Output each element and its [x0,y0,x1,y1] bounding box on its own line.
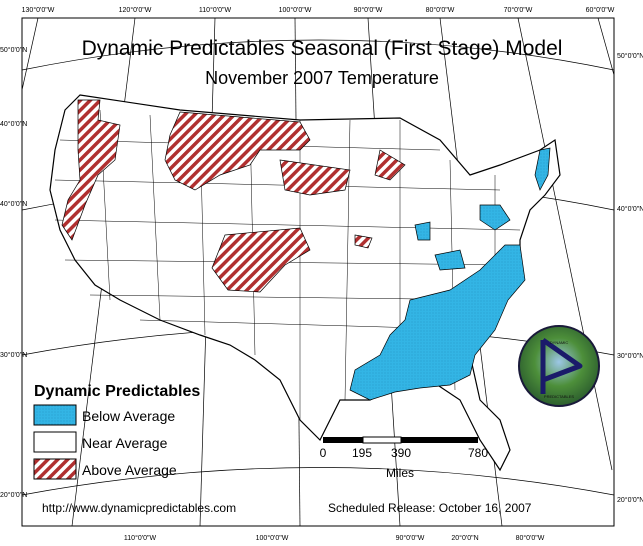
dynamic-predictables-logo: DYNAMIC PREDICTABLES [518,325,600,407]
logo-p-icon [540,337,583,394]
top-tick-label: 80°0'0"W [426,6,455,14]
right-tick-label: 30°0'0"N [617,352,643,360]
bottom-tick-label: 110°0'0"W [124,534,157,542]
globe-icon [518,325,600,407]
release-date: Scheduled Release: October 16, 2007 [328,501,532,515]
legend-label-near: Near Average [82,435,168,451]
right-tick-labels: 50°0'0"N 40°0'0"N 30°0'0"N 20°0'0"N [617,52,643,504]
left-tick-label: 40°0'0"N [0,200,27,208]
legend-label-above: Above Average [82,462,177,478]
scale-label: 780 [468,446,488,460]
footer-url[interactable]: http://www.dynamicpredictables.com [42,501,236,515]
scale-segment [323,437,363,443]
bottom-tick-label: 90°0'0"W [396,534,425,542]
left-tick-label: 40°0'0"N [0,120,27,128]
map-title: Dynamic Predictables Seasonal (First Sta… [82,37,563,60]
scale-label: 195 [352,446,372,460]
right-tick-label: 50°0'0"N [617,52,643,60]
bottom-tick-label: 20°0'0"N [451,534,478,542]
top-tick-labels: 130°0'0"W 120°0'0"W 110°0'0"W 100°0'0"W … [22,6,615,14]
legend: Dynamic Predictables Below Average Near … [33,383,200,480]
left-tick-labels: 50°0'0"N 40°0'0"N 40°0'0"N 30°0'0"N 20°0… [0,46,27,499]
below-average-regions [349,147,551,401]
legend-swatch-near [33,431,77,453]
scale-segment [401,437,478,443]
left-tick-label: 50°0'0"N [0,46,27,54]
top-tick-label: 100°0'0"W [279,6,312,14]
top-tick-label: 110°0'0"W [199,6,232,14]
right-tick-label: 20°0'0"N [617,496,643,504]
top-tick-label: 120°0'0"W [119,6,152,14]
scale-label: 0 [320,446,327,460]
logo-top-text: DYNAMIC [550,340,569,345]
legend-swatch-below [33,404,77,426]
legend-title: Dynamic Predictables [34,383,200,400]
scale-label: 390 [391,446,411,460]
bottom-tick-label: 80°0'0"W [516,534,545,542]
top-tick-label: 60°0'0"W [586,6,615,14]
above-average-regions [61,99,406,293]
bottom-tick-labels: 110°0'0"W 100°0'0"W 90°0'0"W 20°0'0"N 80… [124,534,545,542]
bottom-tick-label: 100°0'0"W [256,534,289,542]
right-tick-label: 40°0'0"N [617,205,643,213]
legend-label-below: Below Average [82,408,175,424]
scale-segment [362,436,402,444]
left-tick-label: 30°0'0"N [0,351,27,359]
map-subtitle: November 2007 Temperature [205,68,439,88]
top-tick-label: 90°0'0"W [354,6,383,14]
logo-bottom-text: PREDICTABLES [544,394,574,399]
top-tick-label: 130°0'0"W [22,6,55,14]
scale-bar: 0 195 390 780 Miles [320,436,488,480]
top-tick-label: 70°0'0"W [504,6,533,14]
legend-swatch-above [33,458,77,480]
left-tick-label: 20°0'0"N [0,491,27,499]
scale-unit: Miles [386,466,414,480]
